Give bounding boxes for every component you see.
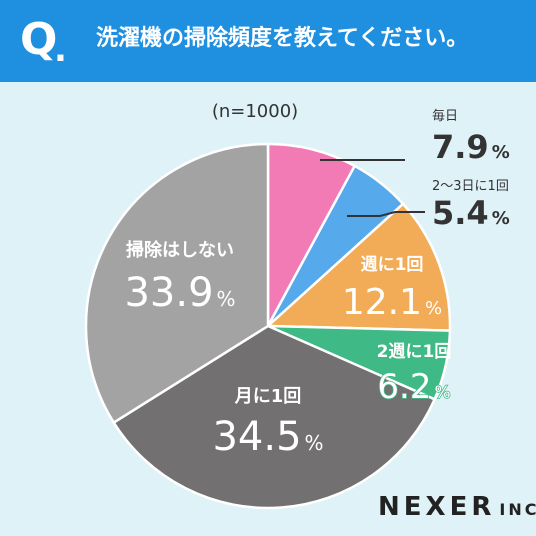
sample-size-label: (n=1000)	[212, 101, 298, 122]
slice-label-2: 2〜3日に1回	[432, 179, 509, 194]
pie-slice-1	[266, 142, 356, 328]
q-dot: .	[54, 30, 67, 70]
q-mark: Q	[20, 14, 58, 65]
question-header: Q . 洗濯機の掃除頻度を教えてください。	[0, 0, 536, 82]
slice-value-5: 34.5%	[212, 414, 323, 460]
logo-suffix: INC.	[499, 500, 536, 519]
slice-label-3: 週に1回	[361, 255, 424, 275]
slice-value-4: 6.2%	[377, 367, 450, 407]
slice-label-6: 掃除はしない	[126, 239, 234, 261]
pie-slice-3	[266, 202, 452, 332]
slice-value-3: 12.1%	[342, 282, 442, 323]
question-text: 洗濯機の掃除頻度を教えてください。	[96, 26, 469, 51]
slice-label-1: 毎日	[432, 108, 458, 124]
slice-value-2: 5.4%	[432, 194, 510, 232]
slice-value-6: 33.9%	[124, 270, 235, 316]
logo-name: NEXER	[378, 492, 496, 522]
pie-slice-5	[112, 324, 436, 510]
slice-label-4: 2週に1回	[377, 342, 452, 362]
pie-slice-6	[84, 142, 270, 424]
slice-label-5: 月に1回	[234, 386, 302, 407]
leader-line-2	[347, 211, 425, 217]
slice-value-1: 7.9%	[432, 128, 510, 166]
